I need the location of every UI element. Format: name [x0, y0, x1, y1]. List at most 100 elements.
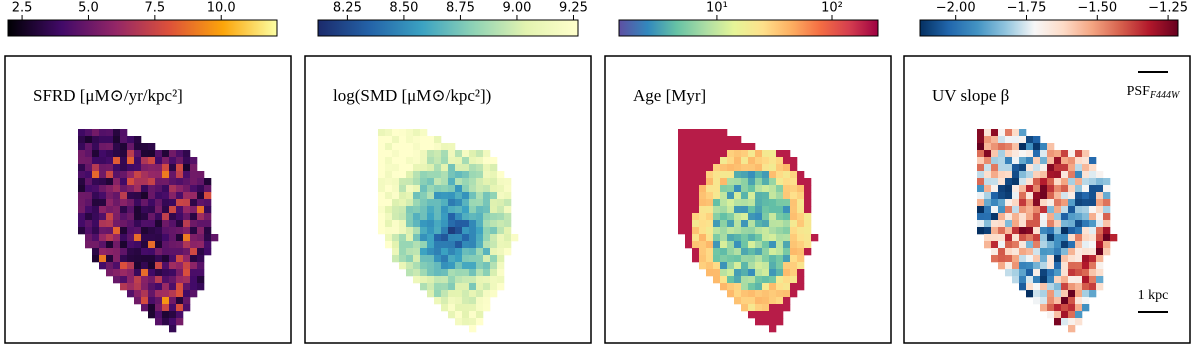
map-pixel	[1096, 269, 1104, 277]
map-pixel	[783, 157, 791, 165]
map-pixel	[1026, 199, 1034, 207]
colorbar-tick-label: −1.75	[1007, 1, 1047, 16]
map-pixel	[78, 150, 86, 158]
map-pixel	[1096, 213, 1104, 221]
map-pixel	[169, 269, 177, 277]
map-pixel	[120, 192, 128, 200]
map-pixel	[1026, 262, 1034, 270]
map-pixel	[790, 171, 798, 179]
map-pixel	[455, 311, 463, 319]
map-pixel	[713, 241, 721, 249]
map-pixel	[1089, 192, 1097, 200]
map-pixel	[204, 248, 212, 256]
map-pixel	[741, 241, 749, 249]
map-pixel	[455, 248, 463, 256]
map-pixel	[504, 213, 512, 221]
map-pixel	[727, 269, 735, 277]
map-pixel	[469, 178, 477, 186]
map-pixel	[727, 150, 735, 158]
map-pixel	[727, 136, 735, 144]
map-pixel	[127, 262, 135, 270]
map-pixel	[469, 206, 477, 214]
map-pixel	[727, 227, 735, 235]
map-pixel	[1040, 178, 1048, 186]
map-pixel	[427, 185, 435, 193]
map-pixel	[1019, 220, 1027, 228]
map-pixel	[155, 304, 163, 312]
map-pixel	[190, 206, 198, 214]
map-pixel	[699, 143, 707, 151]
map-pixel	[106, 255, 114, 263]
map-pixel	[984, 129, 992, 137]
map-pixel	[797, 283, 805, 291]
map-pixel	[1075, 206, 1083, 214]
map-pixel	[685, 192, 693, 200]
map-pixel	[783, 150, 791, 158]
map-pixel	[1026, 227, 1034, 235]
map-pixel	[378, 136, 386, 144]
map-pixel	[455, 234, 463, 242]
map-pixel	[490, 213, 498, 221]
map-pixel	[1103, 192, 1111, 200]
map-pixel	[169, 255, 177, 263]
map-pixel	[1089, 220, 1097, 228]
map-pixel	[783, 304, 791, 312]
map-pixel	[434, 143, 442, 151]
map-pixel	[169, 157, 177, 165]
map-pixel	[448, 192, 456, 200]
map-pixel	[998, 262, 1006, 270]
map-pixel	[78, 227, 86, 235]
map-pixel	[1019, 136, 1027, 144]
map-pixel	[378, 157, 386, 165]
map-pixel	[92, 220, 100, 228]
map-pixel	[783, 297, 791, 305]
map-pixel	[476, 290, 484, 298]
map-pixel	[748, 255, 756, 263]
map-pixel	[1047, 269, 1055, 277]
map-pixel	[783, 192, 791, 200]
map-pixel	[434, 255, 442, 263]
map-pixel	[155, 311, 163, 319]
map-pixel	[448, 311, 456, 319]
map-pixel	[127, 234, 135, 242]
map-pixel	[727, 255, 735, 263]
map-pixel	[483, 297, 491, 305]
map-pixel	[748, 234, 756, 242]
map-pixel	[385, 227, 393, 235]
map-pixel	[1040, 220, 1048, 228]
map-pixel	[1082, 283, 1090, 291]
map-pixel	[734, 136, 742, 144]
map-pixel	[977, 206, 985, 214]
map-pixel	[469, 150, 477, 158]
map-pixel	[127, 185, 135, 193]
map-pixel	[1005, 220, 1013, 228]
map-pixel	[504, 241, 512, 249]
map-pixel	[113, 220, 121, 228]
map-pixel	[769, 262, 777, 270]
map-pixel	[748, 269, 756, 277]
map-pixel	[120, 220, 128, 228]
map-pixel	[797, 220, 805, 228]
map-pixel	[190, 213, 198, 221]
map-pixel	[783, 171, 791, 179]
map-pixel	[1012, 255, 1020, 263]
map-pixel	[1012, 227, 1020, 235]
map-pixel	[134, 185, 142, 193]
map-pixel	[106, 129, 114, 137]
map-pixel	[769, 185, 777, 193]
map-pixel	[106, 199, 114, 207]
map-pixel	[399, 199, 407, 207]
map-pixel	[462, 318, 470, 326]
map-pixel	[78, 178, 86, 186]
map-pixel	[378, 150, 386, 158]
map-pixel	[469, 262, 477, 270]
map-pixel	[727, 178, 735, 186]
map-pixel	[1082, 185, 1090, 193]
map-pixel	[483, 192, 491, 200]
map-pixel	[378, 206, 386, 214]
map-pixel	[678, 157, 686, 165]
map-pixel	[127, 213, 135, 221]
map-pixel	[790, 227, 798, 235]
colorbar-tick-label: 9.00	[502, 1, 531, 16]
map-pixel	[441, 220, 449, 228]
